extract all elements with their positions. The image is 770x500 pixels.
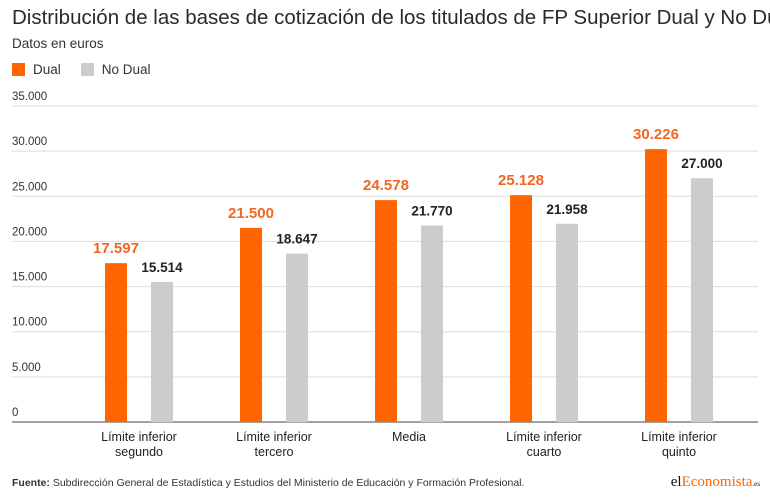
x-tick-label: Límite inferior [506, 430, 582, 444]
x-tick-label: Límite inferior [101, 430, 177, 444]
x-tick-label: Límite inferior [236, 430, 312, 444]
y-tick-label: 15.000 [12, 272, 47, 284]
bar-dual [510, 195, 532, 422]
bar-dual [645, 149, 667, 422]
bar-dual [105, 263, 127, 422]
data-label-dual: 25.128 [498, 172, 544, 189]
source-label: Fuente: [12, 477, 50, 489]
legend-label-dual: Dual [33, 62, 61, 77]
data-label-no-dual: 18.647 [276, 232, 317, 247]
bar-no-dual [151, 281, 173, 422]
chart-title: Distribución de las bases de cotización … [12, 6, 770, 29]
legend-swatch-dual [12, 63, 25, 76]
data-label-no-dual: 15.514 [141, 260, 183, 275]
bar-no-dual [691, 178, 713, 422]
bar-no-dual [286, 253, 308, 422]
x-tick-label: quinto [662, 445, 696, 459]
legend: Dual No Dual [12, 62, 171, 77]
legend-swatch-no-dual [80, 63, 94, 76]
y-tick-label: 30.000 [12, 136, 47, 148]
legend-item-no-dual: No Dual [80, 62, 151, 77]
data-label-no-dual: 27.000 [681, 156, 722, 171]
x-tick-label: Media [392, 430, 426, 444]
y-tick-label: 5.000 [12, 362, 41, 374]
y-tick-label: 20.000 [12, 226, 47, 238]
x-tick-label: Límite inferior [641, 430, 717, 444]
source-note: Fuente: Subdirección General de Estadíst… [12, 477, 524, 489]
source-text: Subdirección General de Estadística y Es… [52, 477, 525, 489]
legend-label-no-dual: No Dual [101, 62, 151, 77]
x-tick-label: segundo [115, 445, 163, 459]
y-tick-label: 25.000 [12, 181, 47, 193]
data-label-dual: 17.597 [93, 240, 139, 257]
legend-item-dual: Dual [12, 62, 61, 77]
data-label-no-dual: 21.958 [546, 202, 588, 217]
bar-dual [375, 200, 397, 422]
y-tick-label: 10.000 [12, 317, 47, 329]
y-tick-label: 0 [12, 407, 18, 419]
data-label-dual: 21.500 [228, 205, 274, 222]
x-tick-label: cuarto [527, 445, 562, 459]
bar-dual [240, 227, 262, 422]
data-label-dual: 24.578 [363, 177, 409, 194]
data-label-no-dual: 21.770 [411, 203, 452, 218]
bar-no-dual [421, 225, 443, 422]
bar-no-dual [556, 223, 578, 422]
brand-logo: elEconomista.es [670, 474, 760, 490]
y-tick-label: 35.000 [12, 91, 47, 103]
chart-subtitle: Datos en euros [12, 36, 104, 51]
data-label-dual: 30.226 [633, 126, 679, 143]
x-tick-label: tercero [255, 445, 294, 459]
